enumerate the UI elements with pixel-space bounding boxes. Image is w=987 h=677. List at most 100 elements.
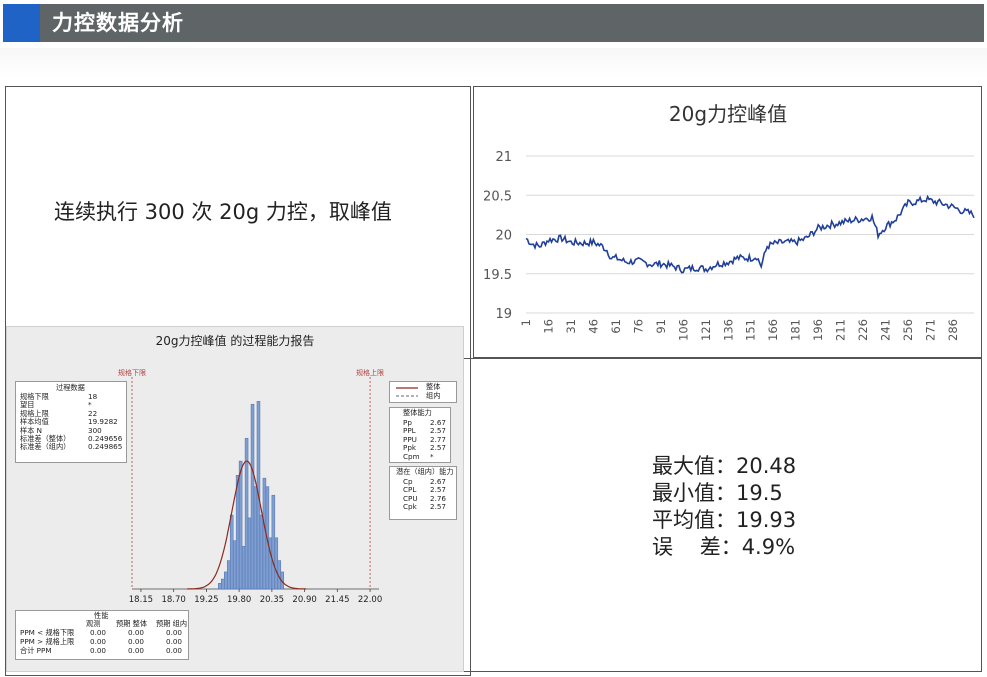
perf-header-observed: 观测	[86, 619, 101, 628]
potential-label: CPU	[403, 493, 418, 503]
x-tick-label: 19.80	[227, 595, 251, 605]
performance-overall: 0.00	[128, 646, 145, 655]
performance-within: 0.00	[166, 628, 183, 637]
x-tick-label: 21.45	[325, 595, 349, 605]
histogram-bar	[274, 537, 279, 590]
process-data-label: 样本均值	[20, 417, 49, 427]
potential-label: CPL	[403, 485, 417, 495]
y-tick-label: 19.5	[483, 268, 512, 283]
histogram-bar	[241, 546, 246, 590]
x-tick-label: 136	[721, 319, 735, 341]
performance-within: 0.00	[166, 646, 183, 655]
x-tick-label: 226	[856, 319, 870, 341]
process-data-value: 19.9282	[88, 417, 118, 427]
x-tick-label: 22.00	[358, 595, 382, 605]
performance-title: 性能	[94, 611, 109, 620]
potential-value: 2.57	[430, 485, 447, 495]
x-tick-label: 20.35	[260, 595, 284, 605]
histogram-bar	[268, 537, 273, 590]
y-tick-label: 19	[495, 307, 512, 322]
process-data-label: 样本 N	[20, 425, 43, 435]
histogram-bar	[244, 438, 249, 590]
histogram-bar	[235, 475, 240, 590]
overall-value: 2.57	[430, 443, 447, 453]
histogram-bar	[271, 494, 276, 590]
y-tick-label: 20.5	[483, 189, 512, 204]
x-tick-label: 286	[946, 319, 960, 341]
x-tick-label: 151	[744, 319, 758, 341]
process-data-value: 300	[88, 425, 102, 435]
y-tick-label: 21	[495, 150, 512, 165]
overall-value: *	[430, 451, 434, 461]
performance-within: 0.00	[166, 637, 183, 646]
overall-capability-table: 整体能力 Pp 2.67 PPL 2.57 PPU 2.77 Ppk 2.57 Cpm *	[389, 407, 451, 463]
process-data-value: 22	[88, 408, 98, 418]
histogram-bar	[224, 571, 228, 590]
x-tick-label: 1	[519, 319, 533, 326]
performance-observed: 0.00	[90, 646, 107, 655]
peak-line-chart-panel: 20g力控峰值 19 19.5 20 20.5 21 1 16 31 46 61 76 91 106 121…	[473, 86, 982, 358]
stat-error: 误 差：4.9%	[652, 535, 796, 559]
histogram-bar	[218, 583, 222, 590]
header-bar	[3, 4, 984, 42]
performance-label: PPM < 规格下限	[20, 628, 75, 637]
process-data-value: 0.249865	[88, 442, 123, 452]
x-tick-label: 16	[541, 319, 555, 334]
x-tick-label: 241	[879, 319, 893, 341]
histogram-bar	[253, 486, 258, 590]
potential-label: Cp	[403, 477, 413, 486]
histogram-bar	[221, 578, 225, 590]
potential-label: Cpk	[403, 502, 417, 512]
perf-header-expected-within: 预期 组内	[156, 619, 188, 628]
x-tick-label: 106	[676, 319, 690, 341]
histogram-bar	[238, 460, 243, 590]
x-tick-label: 271	[924, 319, 938, 341]
histogram-bar	[229, 514, 234, 590]
x-tick-label: 121	[699, 319, 713, 341]
overall-label: PPU	[403, 434, 417, 444]
histogram-bar	[226, 560, 231, 590]
performance-observed: 0.00	[90, 637, 107, 646]
process-data-label: 规格上限	[20, 408, 49, 418]
performance-label: PPM > 规格上限	[20, 637, 75, 646]
x-tick-label: 76	[631, 319, 645, 334]
test-description: 连续执行 300 次 20g 力控，取峰值	[54, 200, 392, 224]
process-data-value: *	[88, 400, 92, 410]
potential-value: 2.67	[430, 477, 447, 486]
y-tick-label: 20	[495, 229, 512, 244]
x-tick-label: 181	[789, 319, 803, 341]
chart-title: 20g力控峰值	[669, 102, 787, 126]
background-watermark	[0, 48, 987, 78]
page-title: 力控数据分析	[52, 11, 184, 35]
x-tick-label: 166	[766, 319, 780, 341]
stat-avg: 平均值：19.93	[652, 508, 797, 532]
histogram-bar	[232, 540, 237, 590]
process-data-value: 0.249656	[88, 434, 123, 443]
header-accent	[3, 4, 40, 42]
series-line	[525, 194, 975, 274]
histogram-bar	[259, 514, 264, 590]
process-data-label: 规格下限	[20, 392, 49, 401]
legend-within: 组内	[426, 391, 441, 400]
legend-overall: 整体	[426, 382, 441, 391]
process-data-title: 过程数据	[56, 383, 85, 392]
performance-label: 合计 PPM	[20, 646, 52, 655]
histogram-bar	[247, 517, 252, 590]
process-data-table: 过程数据 规格下限 18 望目 * 规格上限 22 样本均值 19.9282 样本 N 300 标准…	[15, 381, 127, 463]
fit-curve	[187, 460, 307, 590]
capability-histogram: 20g力控峰值 的过程能力报告 18.15 18.70 19.25 19.80 20.35…	[118, 333, 384, 605]
x-tick-label: 211	[834, 319, 848, 341]
performance-observed: 0.00	[90, 628, 107, 637]
description-panel	[5, 86, 471, 676]
histogram-title: 20g力控峰值 的过程能力报告	[156, 333, 315, 348]
spec-limit-label: 规格下限	[118, 368, 146, 377]
x-tick-label: 31	[564, 319, 578, 334]
x-tick-label: 19.25	[194, 595, 218, 605]
perf-header-expected-overall: 预期 整体	[116, 619, 148, 628]
potential-value: 2.57	[430, 502, 447, 512]
x-tick-label: 18.70	[161, 595, 185, 605]
x-tick-label: 256	[901, 319, 915, 341]
stat-min: 最小值：19.5	[652, 481, 783, 505]
overall-label: Cpm	[403, 451, 420, 461]
